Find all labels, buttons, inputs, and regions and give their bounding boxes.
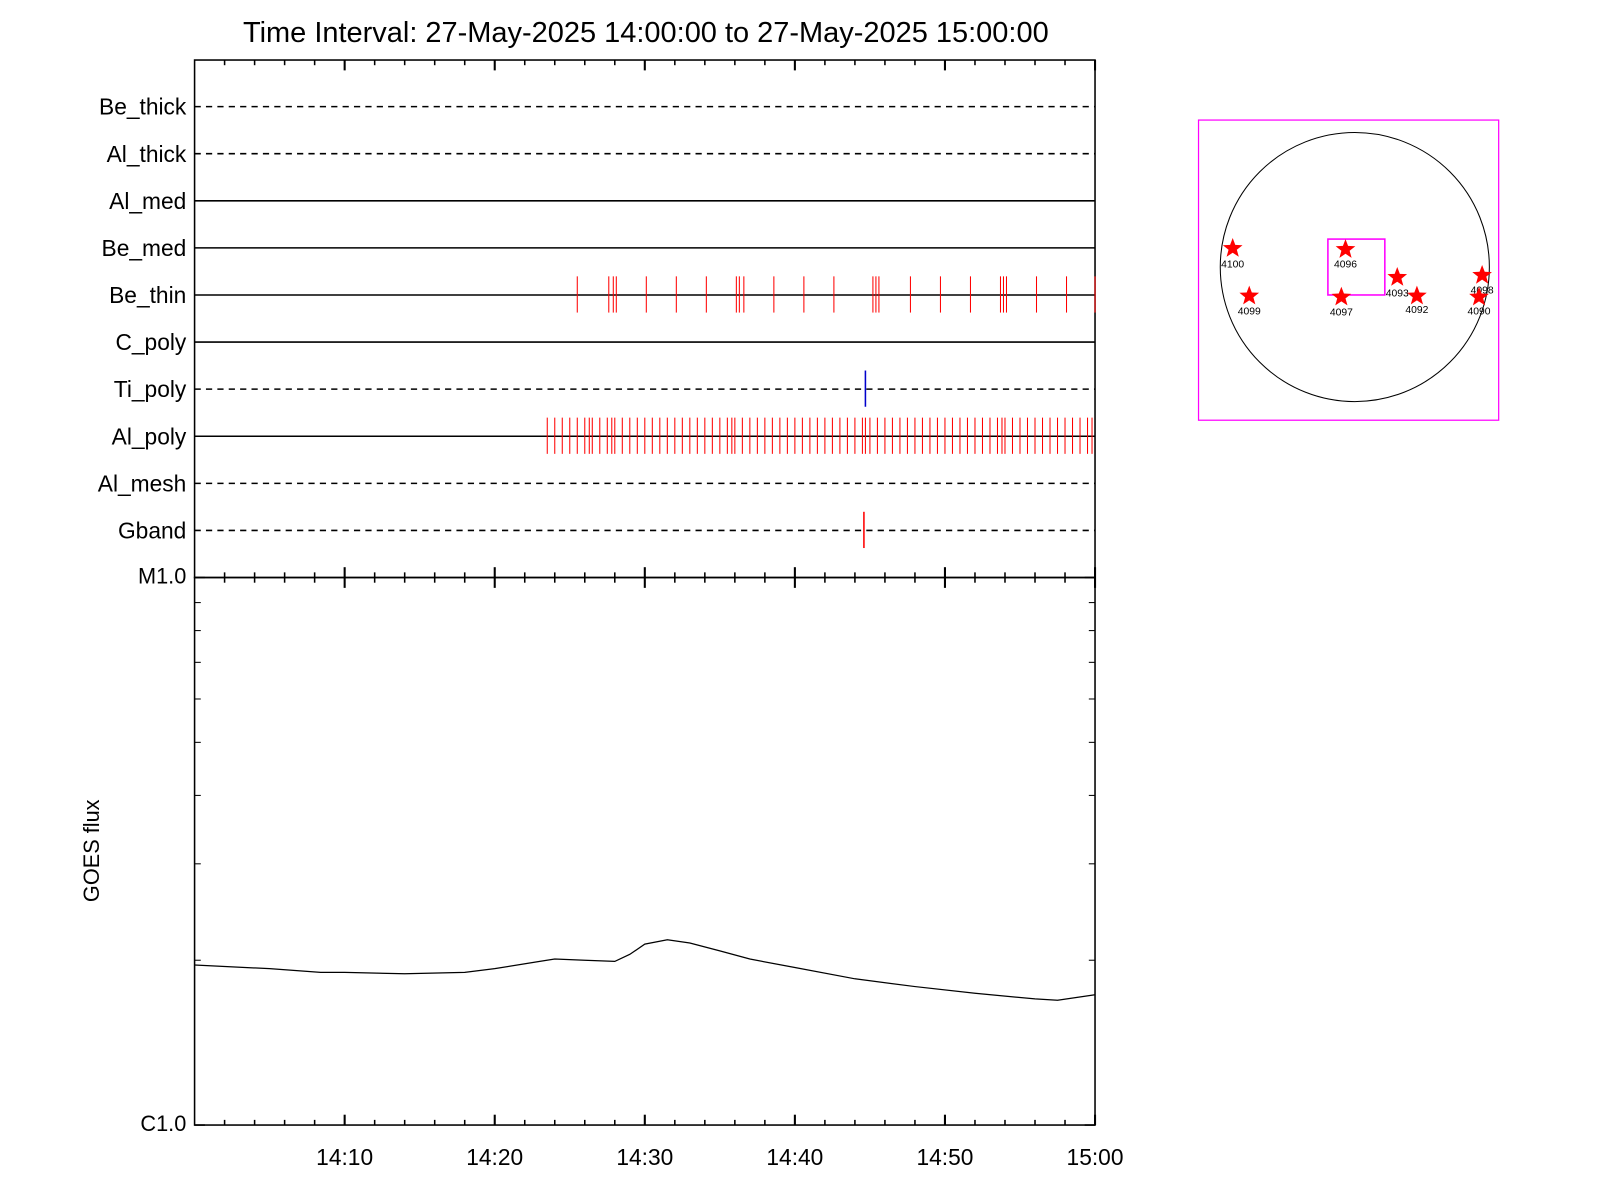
channel-label: Gband	[118, 518, 186, 544]
region-label: 4096	[1334, 260, 1357, 271]
channel-label: Be_med	[102, 235, 187, 261]
region-star	[1387, 267, 1408, 286]
y-axis-label: GOES flux	[79, 799, 104, 902]
goes-curve	[194, 939, 1096, 1001]
x-tick-label: 14:50	[916, 1144, 973, 1170]
figure-body: Time Interval: 27-May-2025 14:00:00 to 2…	[79, 17, 1500, 1170]
chart-title: Time Interval: 27-May-2025 14:00:00 to 2…	[243, 17, 1049, 49]
region-label: 4098	[1471, 286, 1494, 297]
x-tick-label: 14:20	[466, 1144, 523, 1170]
region-star	[1335, 239, 1356, 258]
region-label: 4092	[1405, 305, 1428, 316]
region-star	[1407, 285, 1427, 305]
field-of-view	[1327, 238, 1386, 296]
map-frame	[1197, 119, 1500, 421]
x-tick-label: 15:00	[1067, 1144, 1124, 1170]
channel-label: Be_thick	[99, 94, 187, 120]
channel-label: Al_thick	[107, 141, 187, 167]
solar-disk	[1219, 131, 1490, 403]
channel-label: Al_poly	[112, 423, 187, 449]
region-star	[1469, 286, 1489, 306]
channel-label: C_poly	[115, 329, 186, 355]
region-label: 4100	[1221, 260, 1244, 271]
region-star	[1331, 286, 1352, 306]
region-star	[1222, 238, 1243, 257]
event-panel-frame	[193, 59, 1096, 579]
region-label: 4097	[1330, 307, 1353, 318]
channel-label: Be_thin	[109, 282, 186, 308]
region-label: 4099	[1238, 306, 1261, 317]
y-tick-label: C1.0	[140, 1111, 186, 1136]
y-tick-label: M1.0	[138, 563, 186, 588]
region-label: 4090	[1468, 306, 1491, 317]
x-tick-label: 14:30	[616, 1144, 673, 1170]
channel-label: Al_med	[109, 188, 186, 214]
channel-label: Al_mesh	[98, 470, 187, 496]
x-tick-label: 14:10	[316, 1144, 373, 1170]
region-star	[1472, 264, 1492, 284]
x-tick-label: 14:40	[766, 1144, 823, 1170]
region-label: 4093	[1386, 289, 1409, 300]
channel-label: Ti_poly	[114, 376, 187, 402]
goes-panel-frame	[193, 576, 1096, 1126]
region-star	[1239, 285, 1260, 305]
